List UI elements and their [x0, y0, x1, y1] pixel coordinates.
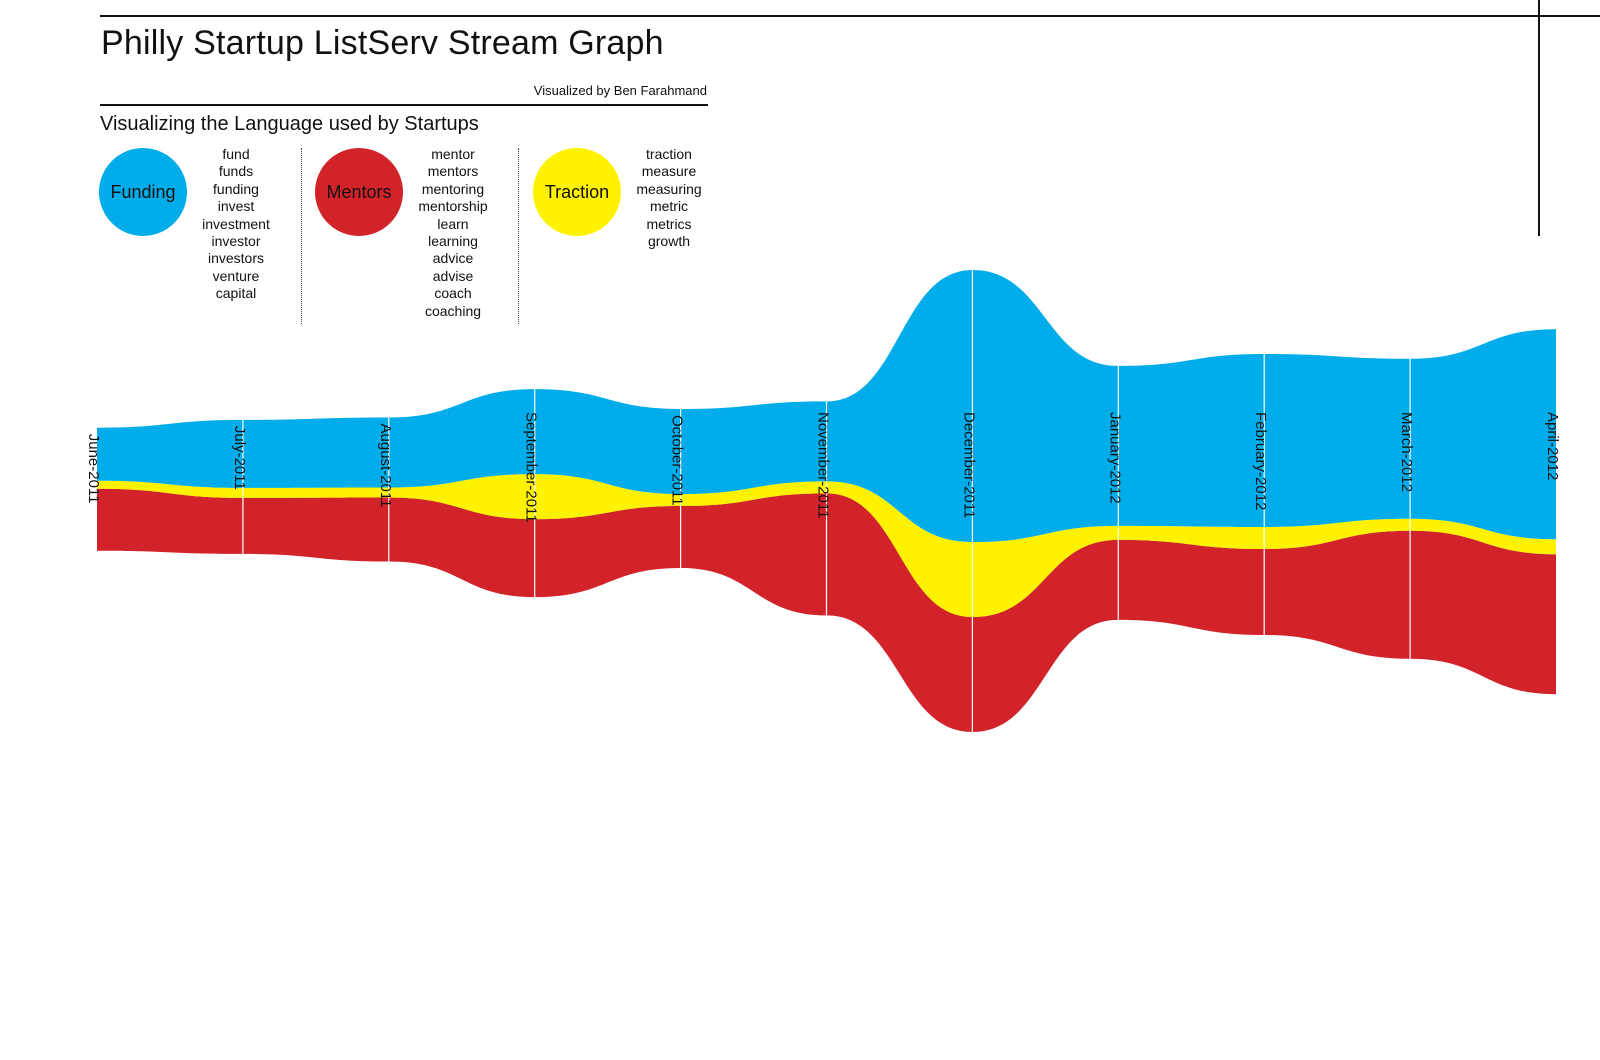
x-tick-label: June-2011 [85, 434, 102, 504]
legend-mentors-circle: Mentors [315, 148, 403, 236]
legend-word: funding [213, 180, 259, 197]
legend-word: mentorship [418, 198, 488, 215]
legend-word: investor [211, 233, 261, 250]
legend-word: investors [207, 250, 265, 267]
x-tick-label: January-2012 [1106, 412, 1123, 504]
legend-word: growth [647, 233, 691, 250]
legend-mentors-label: Mentors [326, 181, 392, 202]
legend-word: measure [641, 163, 697, 180]
legend-traction-label: Traction [544, 181, 610, 202]
legend-separator [301, 148, 302, 324]
legend-word: coach [434, 285, 472, 302]
legend-word: learning [428, 233, 478, 250]
legend-traction-words: traction measure measuring metric metrics gro… [619, 146, 719, 250]
legend-word: mentoring [421, 180, 485, 197]
legend-word: metrics [646, 215, 692, 232]
x-tick-label: March-2012 [1398, 412, 1415, 492]
legend-word: venture [212, 267, 260, 284]
legend-word: coaching [424, 302, 482, 319]
legend-word: metric [649, 198, 689, 215]
x-tick-label: February-2012 [1252, 412, 1269, 510]
x-tick-label: April-2012 [1544, 412, 1561, 480]
legend-word: learn [437, 215, 469, 232]
x-tick-label: July-2011 [231, 426, 248, 490]
legend-word: investment [202, 215, 270, 232]
legend-mentors-words: mentor mentors mentoring mentorship learn lea… [403, 146, 503, 320]
legend-word: traction [646, 146, 692, 162]
x-tick-label: December-2011 [960, 412, 977, 518]
legend-separator [518, 148, 519, 324]
chart-subtitle: Visualizing the Language used by Startup… [100, 113, 479, 135]
right-rule [1538, 0, 1540, 236]
subtitle-rule [100, 104, 708, 106]
byline: Visualized by Ben Farahmand [533, 83, 707, 98]
legend-traction-circle: Traction [533, 148, 621, 236]
legend-word: advise [432, 267, 474, 284]
chart-title: Philly Startup ListServ Stream Graph [101, 24, 664, 62]
legend-word: measuring [636, 180, 702, 197]
x-tick-label: August-2011 [377, 424, 394, 508]
x-tick-label: October-2011 [669, 415, 686, 506]
legend-word: capital [215, 285, 257, 302]
legend-funding-circle: Funding [99, 148, 187, 236]
legend-word: mentors [427, 163, 479, 180]
x-tick-label: September-2011 [523, 412, 540, 523]
legend-funding-words: fund funds funding invest investment investor… [186, 146, 286, 303]
x-tick-label: November-2011 [815, 412, 832, 518]
legend-word: fund [222, 146, 250, 162]
legend-word: advice [432, 250, 474, 267]
legend-word: mentor [431, 146, 475, 162]
legend-word: invest [217, 198, 255, 215]
legend-word: funds [218, 163, 254, 180]
legend-funding-label: Funding [110, 181, 176, 202]
top-rule [100, 15, 1600, 17]
